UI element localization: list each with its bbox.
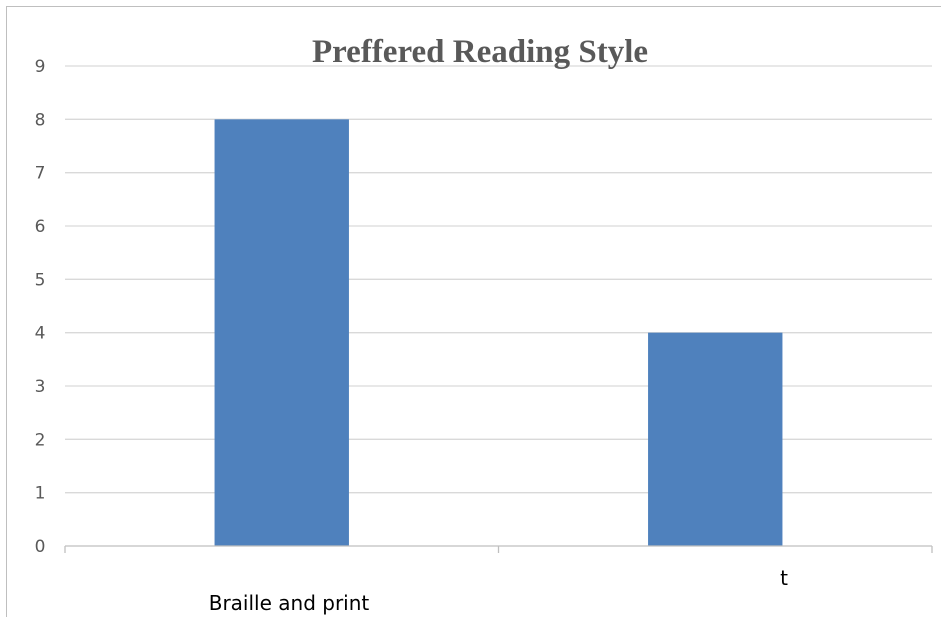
gridlines	[65, 65, 932, 494]
y-tick-label: 0	[35, 537, 46, 557]
y-tick-label: 2	[35, 430, 46, 450]
y-tick-label: 4	[35, 324, 46, 344]
y-tick-label: 1	[35, 484, 46, 504]
x-axis	[64, 545, 933, 553]
y-tick-label: 5	[35, 270, 46, 290]
chart-frame	[6, 6, 941, 617]
x-category-label: Braille and print	[209, 591, 370, 615]
y-axis-tick-labels: 0 1 2 3 4 5 6 7 8 9	[35, 57, 46, 557]
x-category-label: t	[780, 566, 788, 590]
bar	[214, 119, 349, 546]
chart-title: Preffered Reading Style	[312, 34, 648, 70]
bar	[648, 332, 783, 546]
x-axis-category-labels: Braille and print t	[209, 566, 788, 615]
y-tick-label: 7	[35, 164, 46, 184]
y-tick-label: 6	[35, 217, 46, 237]
bars	[214, 119, 783, 546]
y-tick-label: 9	[35, 57, 46, 77]
y-tick-label: 8	[35, 110, 46, 130]
y-tick-label: 3	[35, 377, 46, 397]
